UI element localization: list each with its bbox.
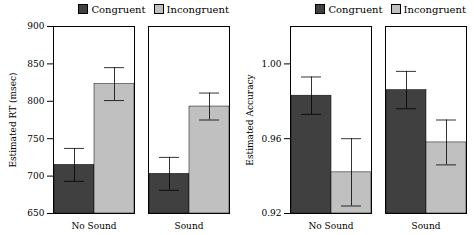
html-text:Incongruent: Incongruent: [403, 3, 466, 15]
svg-text:No Sound: No Sound: [71, 221, 116, 231]
svg-text:700: 700: [27, 171, 44, 181]
svg-text:650: 650: [27, 208, 44, 218]
svg-text:0.92: 0.92: [261, 208, 281, 218]
svg-text:Sound: Sound: [175, 221, 204, 231]
html-text:Congruent: Congruent: [328, 3, 383, 15]
svg-text:900: 900: [27, 21, 44, 31]
svg-text:Estimated Accuracy: Estimated Accuracy: [245, 73, 255, 165]
svg-text:No Sound: No Sound: [308, 221, 353, 231]
svg-text:800: 800: [27, 96, 44, 106]
svg-text:850: 850: [27, 59, 44, 69]
svg-text:750: 750: [27, 134, 44, 144]
svg-text:1.00: 1.00: [261, 59, 281, 69]
svg-text:Estimated RT (msec): Estimated RT (msec): [8, 72, 18, 167]
html-text:Incongruent: Incongruent: [166, 3, 229, 15]
svg-text:0.96: 0.96: [261, 134, 281, 144]
svg-text:Sound: Sound: [412, 221, 441, 231]
html-text:Congruent: Congruent: [91, 3, 146, 15]
